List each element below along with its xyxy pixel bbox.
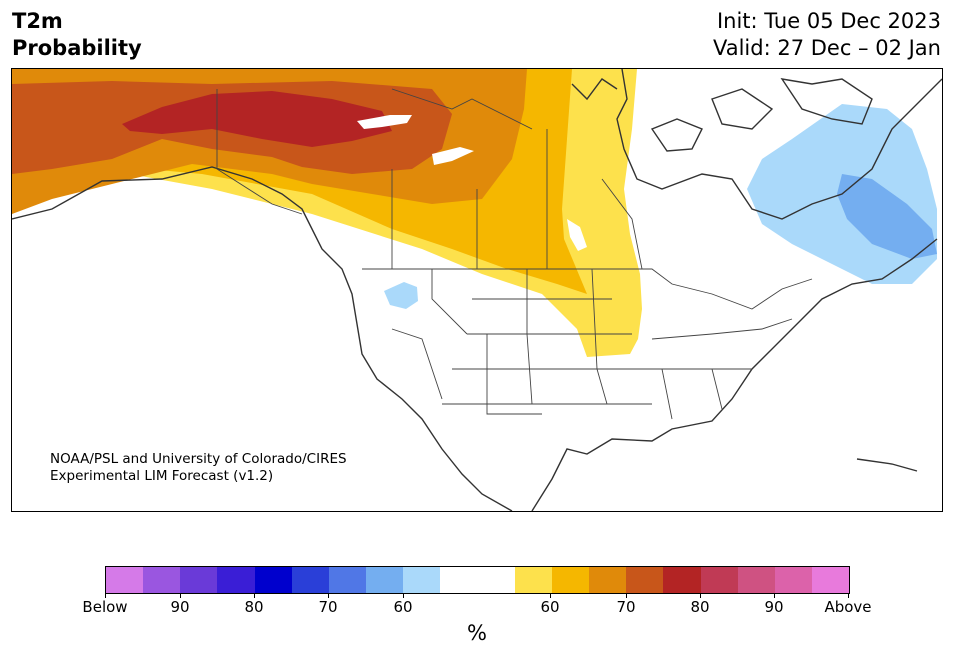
colorbar-tick-label: 80 <box>690 598 710 616</box>
colorbar-segment <box>811 567 850 593</box>
colorbar-tick-mark <box>700 593 701 598</box>
colorbar-segment <box>440 567 478 593</box>
colorbar-tick-mark <box>550 593 551 598</box>
colorbar-segment <box>551 567 590 593</box>
colorbar-tick-label: 80 <box>244 598 264 616</box>
colorbar-segment <box>626 567 664 593</box>
date-info: Init: Tue 05 Dec 2023 Valid: 27 Dec – 02… <box>713 8 941 62</box>
colorbar-tick-label: Below <box>82 598 128 616</box>
coastlines <box>12 69 942 511</box>
colorbar-tick-mark <box>774 593 775 598</box>
colorbar <box>105 566 850 594</box>
colorbar-tick-label: 70 <box>318 598 338 616</box>
shade-55-below-west <box>384 282 418 309</box>
colorbar-tick-mark <box>848 593 849 598</box>
title-line-1: T2m <box>12 9 63 33</box>
lake-athabasca <box>432 147 474 165</box>
great-slave-lake <box>357 115 412 129</box>
shade-60-below-east <box>837 174 937 259</box>
colorbar-segment <box>514 567 552 593</box>
colorbar-tick-mark <box>328 593 329 598</box>
colorbar-segment <box>143 567 181 593</box>
colorbar-tick-label: 60 <box>540 598 560 616</box>
lake-winnipeg <box>567 219 587 251</box>
chart-title: T2m Probability <box>12 8 142 62</box>
colorbar-segment <box>477 567 515 593</box>
colorbar-tick-label: 90 <box>170 598 190 616</box>
colorbar-segment <box>328 567 367 593</box>
colorbar-tick-mark <box>180 593 181 598</box>
colorbar-segment <box>663 567 701 593</box>
colorbar-tick-label: 70 <box>616 598 636 616</box>
shade-80-above <box>122 91 392 147</box>
title-line-2: Probability <box>12 36 142 60</box>
colorbar-segment <box>700 567 738 593</box>
credit-line-2: Experimental LIM Forecast (v1.2) <box>50 468 274 484</box>
political-borders <box>216 88 813 420</box>
colorbar-segment <box>291 567 329 593</box>
colorbar-tick-mark <box>403 593 404 598</box>
colorbar-segment <box>217 567 255 593</box>
forecast-map: NOAA/PSL and University of Colorado/CIRE… <box>12 69 942 511</box>
colorbar-tick-label: Above <box>824 598 872 616</box>
map-panel: NOAA/PSL and University of Colorado/CIRE… <box>11 68 943 512</box>
colorbar-tick-mark <box>626 593 627 598</box>
colorbar-tick-mark <box>254 593 255 598</box>
init-date: Init: Tue 05 Dec 2023 <box>716 9 941 33</box>
colorbar-tick-mark <box>105 593 106 598</box>
colorbar-segment <box>254 567 292 593</box>
colorbar-tick-label: 60 <box>393 598 413 616</box>
colorbar-segment <box>366 567 404 593</box>
colorbar-segment <box>180 567 218 593</box>
valid-date: Valid: 27 Dec – 02 Jan <box>712 36 941 60</box>
colorbar-segment <box>774 567 812 593</box>
colorbar-segment <box>589 567 627 593</box>
colorbar-segment <box>403 567 441 593</box>
colorbar-segment <box>106 567 144 593</box>
colorbar-segment <box>737 567 775 593</box>
credit-text: NOAA/PSL and University of Colorado/CIRE… <box>50 451 347 485</box>
colorbar-unit: % <box>467 621 487 645</box>
credit-line-1: NOAA/PSL and University of Colorado/CIRE… <box>50 451 347 467</box>
colorbar-tick-label: 90 <box>764 598 784 616</box>
